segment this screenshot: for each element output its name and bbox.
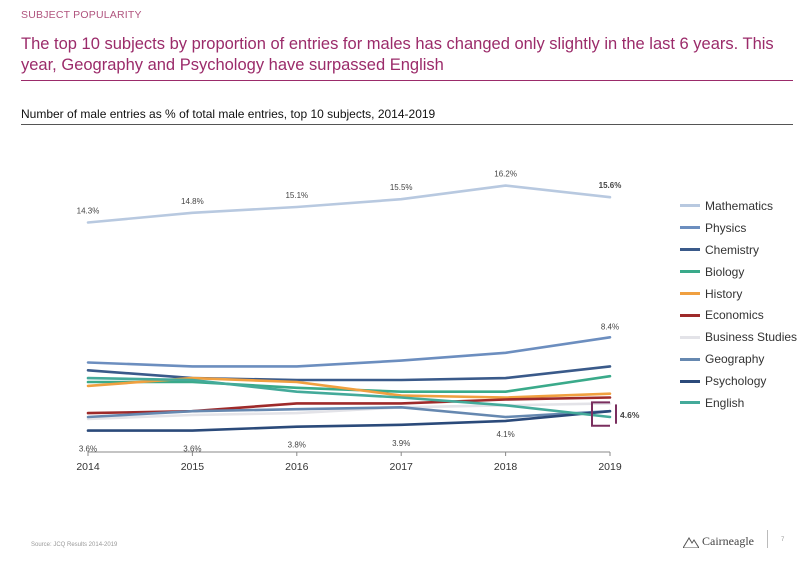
legend-item: English bbox=[680, 392, 797, 414]
legend-swatch bbox=[680, 292, 700, 295]
series-layer bbox=[86, 184, 612, 432]
data-label: 8.4% bbox=[601, 322, 619, 331]
data-label: 14.3% bbox=[77, 207, 100, 216]
legend-label: History bbox=[705, 286, 743, 301]
legend-label: Economics bbox=[705, 308, 764, 323]
series-line-business-studies bbox=[86, 402, 612, 421]
series-line-psychology bbox=[86, 409, 612, 432]
legend-swatch bbox=[680, 335, 700, 339]
series-line-physics bbox=[86, 335, 612, 368]
mountain-logo-icon bbox=[683, 536, 699, 548]
data-label: 4.1% bbox=[496, 430, 514, 439]
data-labels-layer: 14.3% 14.8% 15.1% 15.5% 16.2% 15.6% 8.4% 3.6% 3.… bbox=[77, 170, 640, 454]
series-line-english bbox=[86, 376, 612, 419]
page-number: 7 bbox=[781, 537, 785, 543]
legend-swatch bbox=[680, 226, 700, 230]
data-label: 3.6% bbox=[183, 445, 201, 454]
legend-label: Psychology bbox=[705, 374, 767, 389]
x-tick-label: 2017 bbox=[390, 461, 414, 473]
data-label: 15.1% bbox=[285, 191, 308, 200]
chart-legend: Mathematics Physics Chemistry Biology Histor… bbox=[680, 195, 797, 414]
chart-title-divider bbox=[21, 124, 793, 125]
data-label: 3.9% bbox=[392, 439, 410, 448]
page-headline: The top 10 subjects by proportion of ent… bbox=[21, 35, 774, 74]
x-tick-label: 2015 bbox=[181, 461, 205, 473]
legend-label: Biology bbox=[705, 264, 745, 279]
x-tick-label: 2016 bbox=[285, 461, 309, 473]
legend-label: English bbox=[705, 395, 745, 410]
legend-label: Geography bbox=[705, 352, 765, 367]
highlight-bracket-left bbox=[591, 401, 610, 427]
data-label: 15.6% bbox=[599, 181, 622, 190]
x-tick-label: 2014 bbox=[76, 461, 100, 473]
data-label: 16.2% bbox=[494, 170, 517, 179]
data-label: 15.5% bbox=[390, 183, 413, 192]
source-note: Source: JCQ Results 2014-2019 bbox=[31, 542, 118, 548]
company-logo: Cairneagle bbox=[683, 534, 754, 549]
legend-swatch bbox=[680, 313, 700, 317]
logo-text: Cairneagle bbox=[702, 534, 754, 548]
legend-label: Chemistry bbox=[705, 242, 760, 257]
legend-swatch bbox=[680, 204, 700, 208]
series-line-chemistry bbox=[86, 365, 612, 382]
section-label: SUBJECT POPULARITY bbox=[21, 9, 142, 21]
legend-item: Business Studies bbox=[680, 326, 797, 348]
legend-swatch bbox=[680, 357, 700, 361]
legend-item: Biology bbox=[680, 261, 797, 283]
header-divider bbox=[21, 80, 793, 81]
legend-item: Psychology bbox=[680, 370, 797, 392]
x-tick-label: 2019 bbox=[598, 461, 622, 473]
data-label: 4.6% bbox=[620, 410, 640, 420]
legend-item: Mathematics bbox=[680, 195, 797, 217]
x-axis: 2014 2015 2016 2017 2018 2019 bbox=[76, 451, 622, 473]
data-label: 3.6% bbox=[79, 445, 97, 454]
footer-divider bbox=[767, 530, 768, 548]
legend-label: Mathematics bbox=[705, 198, 774, 213]
data-label: 3.8% bbox=[288, 441, 306, 450]
legend-label: Business Studies bbox=[705, 330, 798, 345]
legend-item: Geography bbox=[680, 348, 797, 370]
legend-item: Economics bbox=[680, 304, 797, 326]
chart-title: Number of male entries as % of total mal… bbox=[21, 107, 436, 121]
highlight-layer bbox=[591, 401, 617, 427]
legend-swatch bbox=[680, 248, 700, 252]
legend-swatch bbox=[680, 379, 700, 383]
x-tick-label: 2018 bbox=[494, 461, 518, 473]
legend-item: History bbox=[680, 283, 797, 305]
legend-swatch bbox=[680, 401, 700, 405]
legend-label: Physics bbox=[705, 220, 747, 235]
series-line-mathematics bbox=[86, 184, 612, 224]
legend-item: Physics bbox=[680, 217, 797, 239]
legend-item: Chemistry bbox=[680, 239, 797, 261]
legend-swatch bbox=[680, 270, 700, 274]
data-label: 14.8% bbox=[181, 197, 204, 206]
series-line-geography bbox=[86, 405, 612, 419]
